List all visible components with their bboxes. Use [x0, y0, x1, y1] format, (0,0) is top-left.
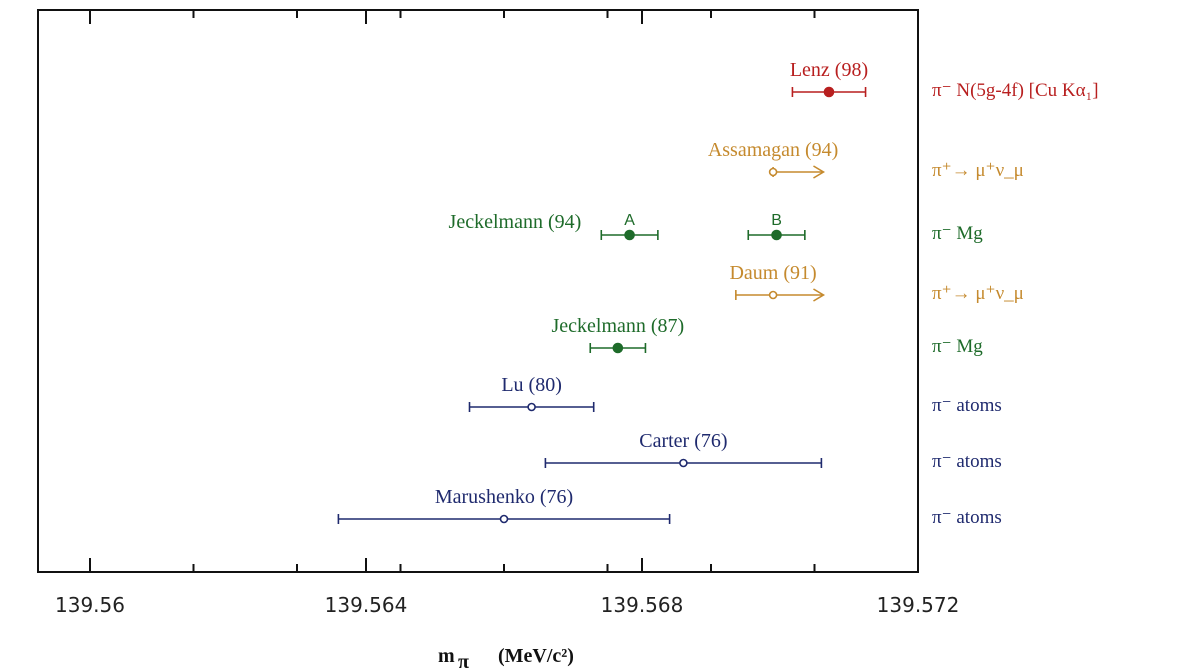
- x-axis-label-main: m: [438, 645, 455, 667]
- measurement-label: Lu (80): [501, 374, 562, 396]
- measurement-label: Daum (91): [729, 262, 816, 284]
- x-axis-ticks: [89, 10, 919, 572]
- measurement-5: [589, 342, 647, 354]
- measurement-label: Assamagan (94): [708, 139, 839, 161]
- process-label: π⁻ N(5g-4f) [Cu Kα₁]: [932, 80, 1099, 101]
- x-tick-label: 139.568: [601, 593, 684, 617]
- measurement-6: [468, 402, 595, 412]
- process-label: π⁻ atoms: [932, 395, 1002, 416]
- x-tick-label: 139.572: [877, 593, 960, 617]
- measurement-4: [735, 288, 826, 302]
- process-labels: π⁻ N(5g-4f) [Cu Kα₁] π⁺→ μ⁺ν_μ π⁻ Mg π⁺→ μ⁺…: [932, 80, 1099, 528]
- x-axis-label-units: (MeV/c²): [498, 645, 574, 667]
- process-label: π⁻ atoms: [932, 451, 1002, 472]
- measurement-0: [791, 86, 867, 98]
- data-point: [823, 86, 835, 98]
- plot-frame: [37, 9, 919, 573]
- data-point: [612, 342, 624, 354]
- measurement-2: [600, 229, 659, 241]
- process-label: π⁻ atoms: [932, 507, 1002, 528]
- x-axis-label-sub: π: [458, 651, 469, 671]
- x-axis-tick-labels: 139.56 139.564 139.568 139.572: [55, 593, 959, 617]
- x-axis-label: m π (MeV/c²): [438, 645, 574, 671]
- limit-arrow: [813, 288, 826, 302]
- measurement-marks: [337, 86, 867, 524]
- measurement-8: [337, 514, 671, 524]
- x-tick-label: 139.564: [325, 593, 408, 617]
- measurement-7: [544, 458, 823, 468]
- data-point: [768, 290, 778, 300]
- measurement-labels: Lenz (98) Assamagan (94) A Jeckelmann (94) B…: [435, 59, 868, 508]
- measurement-1: [768, 165, 826, 179]
- process-label: π⁺→ μ⁺ν_μ: [932, 283, 1024, 304]
- sub-label: A: [624, 212, 635, 229]
- data-point: [679, 458, 688, 468]
- data-point: [771, 229, 782, 241]
- data-point: [624, 229, 635, 241]
- measurement-label: Jeckelmann (87): [551, 315, 684, 337]
- measurement-label: Marushenko (76): [435, 486, 573, 508]
- data-point: [768, 167, 778, 177]
- data-point: [527, 402, 536, 412]
- process-label: π⁺→ μ⁺ν_μ: [932, 160, 1024, 181]
- process-label: π⁻ Mg: [932, 223, 983, 244]
- process-label: π⁻ Mg: [932, 336, 983, 357]
- measurement-label: Lenz (98): [790, 59, 868, 81]
- sub-label: B: [771, 212, 782, 229]
- data-point: [499, 514, 509, 524]
- x-tick-label: 139.56: [55, 593, 125, 617]
- measurement-3: [747, 229, 806, 241]
- measurement-label: Jeckelmann (94): [449, 211, 582, 233]
- limit-arrow: [813, 165, 826, 179]
- measurement-label: Carter (76): [639, 430, 727, 452]
